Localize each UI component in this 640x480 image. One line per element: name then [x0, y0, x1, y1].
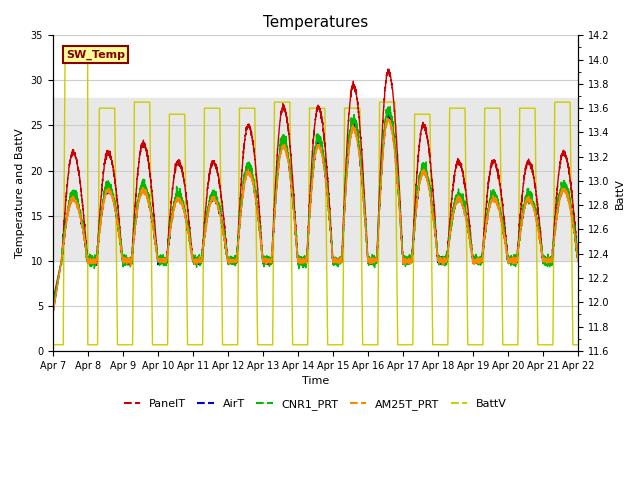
Bar: [52, 98, 578, 261]
Title: Temperatures: Temperatures: [263, 15, 368, 30]
Text: SW_Temp: SW_Temp: [66, 49, 125, 60]
Legend: PanelT, AirT, CNR1_PRT, AM25T_PRT, BattV: PanelT, AirT, CNR1_PRT, AM25T_PRT, BattV: [119, 395, 511, 415]
X-axis label: Time: Time: [302, 376, 329, 386]
Y-axis label: BattV: BattV: [615, 178, 625, 208]
Y-axis label: Temperature and BattV: Temperature and BattV: [15, 128, 25, 258]
